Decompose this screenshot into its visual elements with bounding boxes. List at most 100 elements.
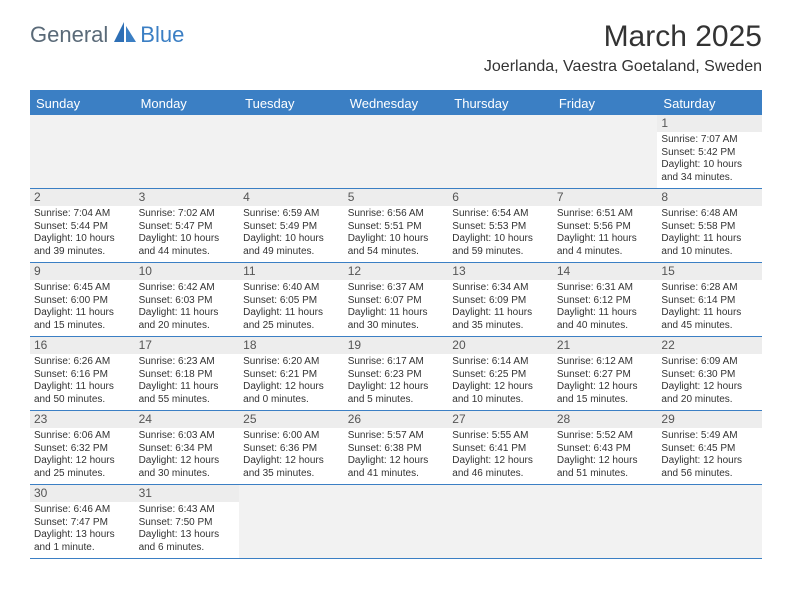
sunset-text: Sunset: 6:25 PM bbox=[452, 369, 549, 382]
calendar-cell: 15Sunrise: 6:28 AMSunset: 6:14 PMDayligh… bbox=[657, 263, 762, 336]
calendar-cell-blank bbox=[344, 485, 449, 558]
weekday-header: Saturday bbox=[657, 92, 762, 115]
day-number: 24 bbox=[135, 411, 240, 428]
calendar-cell: 19Sunrise: 6:17 AMSunset: 6:23 PMDayligh… bbox=[344, 337, 449, 410]
sunrise-text: Sunrise: 6:54 AM bbox=[452, 208, 549, 221]
daylight-text: Daylight: 12 hours and 20 minutes. bbox=[661, 381, 758, 406]
calendar-cell-blank bbox=[448, 485, 553, 558]
sunrise-text: Sunrise: 6:28 AM bbox=[661, 282, 758, 295]
sunrise-text: Sunrise: 6:59 AM bbox=[243, 208, 340, 221]
daylight-text: Daylight: 10 hours and 34 minutes. bbox=[661, 159, 758, 184]
weekday-header: Wednesday bbox=[344, 92, 449, 115]
sunset-text: Sunset: 6:14 PM bbox=[661, 295, 758, 308]
sunset-text: Sunset: 6:03 PM bbox=[139, 295, 236, 308]
calendar-cell-blank bbox=[448, 115, 553, 188]
daylight-text: Daylight: 11 hours and 30 minutes. bbox=[348, 307, 445, 332]
day-number: 16 bbox=[30, 337, 135, 354]
sunrise-text: Sunrise: 6:20 AM bbox=[243, 356, 340, 369]
calendar-week: 9Sunrise: 6:45 AMSunset: 6:00 PMDaylight… bbox=[30, 263, 762, 337]
daylight-text: Daylight: 11 hours and 55 minutes. bbox=[139, 381, 236, 406]
sunrise-text: Sunrise: 6:48 AM bbox=[661, 208, 758, 221]
calendar-cell-blank bbox=[553, 485, 658, 558]
sunset-text: Sunset: 6:18 PM bbox=[139, 369, 236, 382]
day-number: 20 bbox=[448, 337, 553, 354]
sunrise-text: Sunrise: 6:31 AM bbox=[557, 282, 654, 295]
sunrise-text: Sunrise: 6:03 AM bbox=[139, 430, 236, 443]
day-number: 18 bbox=[239, 337, 344, 354]
day-number: 12 bbox=[344, 263, 449, 280]
sunrise-text: Sunrise: 7:07 AM bbox=[661, 134, 758, 147]
day-number: 10 bbox=[135, 263, 240, 280]
day-number: 1 bbox=[657, 115, 762, 132]
daylight-text: Daylight: 12 hours and 5 minutes. bbox=[348, 381, 445, 406]
calendar-cell: 29Sunrise: 5:49 AMSunset: 6:45 PMDayligh… bbox=[657, 411, 762, 484]
calendar-cell: 17Sunrise: 6:23 AMSunset: 6:18 PMDayligh… bbox=[135, 337, 240, 410]
sunrise-text: Sunrise: 6:37 AM bbox=[348, 282, 445, 295]
daylight-text: Daylight: 11 hours and 4 minutes. bbox=[557, 233, 654, 258]
sunset-text: Sunset: 6:16 PM bbox=[34, 369, 131, 382]
calendar-cell-blank bbox=[30, 115, 135, 188]
sunrise-text: Sunrise: 6:14 AM bbox=[452, 356, 549, 369]
sunrise-text: Sunrise: 6:06 AM bbox=[34, 430, 131, 443]
day-number: 27 bbox=[448, 411, 553, 428]
day-number: 23 bbox=[30, 411, 135, 428]
calendar-cell: 27Sunrise: 5:55 AMSunset: 6:41 PMDayligh… bbox=[448, 411, 553, 484]
calendar-cell: 20Sunrise: 6:14 AMSunset: 6:25 PMDayligh… bbox=[448, 337, 553, 410]
daylight-text: Daylight: 11 hours and 15 minutes. bbox=[34, 307, 131, 332]
calendar-cell: 16Sunrise: 6:26 AMSunset: 6:16 PMDayligh… bbox=[30, 337, 135, 410]
daylight-text: Daylight: 12 hours and 41 minutes. bbox=[348, 455, 445, 480]
calendar-cell: 2Sunrise: 7:04 AMSunset: 5:44 PMDaylight… bbox=[30, 189, 135, 262]
logo-text-general: General bbox=[30, 22, 108, 48]
day-number: 25 bbox=[239, 411, 344, 428]
logo-sail-icon bbox=[112, 20, 138, 49]
sunrise-text: Sunrise: 6:46 AM bbox=[34, 504, 131, 517]
sunrise-text: Sunrise: 6:12 AM bbox=[557, 356, 654, 369]
calendar-cell: 3Sunrise: 7:02 AMSunset: 5:47 PMDaylight… bbox=[135, 189, 240, 262]
daylight-text: Daylight: 11 hours and 10 minutes. bbox=[661, 233, 758, 258]
daylight-text: Daylight: 12 hours and 15 minutes. bbox=[557, 381, 654, 406]
calendar-cell: 23Sunrise: 6:06 AMSunset: 6:32 PMDayligh… bbox=[30, 411, 135, 484]
daylight-text: Daylight: 10 hours and 39 minutes. bbox=[34, 233, 131, 258]
calendar-cell: 1Sunrise: 7:07 AMSunset: 5:42 PMDaylight… bbox=[657, 115, 762, 188]
calendar-cell: 12Sunrise: 6:37 AMSunset: 6:07 PMDayligh… bbox=[344, 263, 449, 336]
daylight-text: Daylight: 11 hours and 25 minutes. bbox=[243, 307, 340, 332]
day-number: 26 bbox=[344, 411, 449, 428]
day-number: 9 bbox=[30, 263, 135, 280]
calendar: SundayMondayTuesdayWednesdayThursdayFrid… bbox=[30, 90, 762, 559]
sunrise-text: Sunrise: 6:23 AM bbox=[139, 356, 236, 369]
sunrise-text: Sunrise: 5:55 AM bbox=[452, 430, 549, 443]
sunset-text: Sunset: 5:56 PM bbox=[557, 221, 654, 234]
calendar-cell: 8Sunrise: 6:48 AMSunset: 5:58 PMDaylight… bbox=[657, 189, 762, 262]
sunset-text: Sunset: 6:45 PM bbox=[661, 443, 758, 456]
calendar-cell: 10Sunrise: 6:42 AMSunset: 6:03 PMDayligh… bbox=[135, 263, 240, 336]
sunset-text: Sunset: 7:47 PM bbox=[34, 517, 131, 530]
calendar-cell: 25Sunrise: 6:00 AMSunset: 6:36 PMDayligh… bbox=[239, 411, 344, 484]
day-number: 3 bbox=[135, 189, 240, 206]
calendar-cell-blank bbox=[553, 115, 658, 188]
sunset-text: Sunset: 6:12 PM bbox=[557, 295, 654, 308]
sunset-text: Sunset: 6:30 PM bbox=[661, 369, 758, 382]
calendar-cell: 11Sunrise: 6:40 AMSunset: 6:05 PMDayligh… bbox=[239, 263, 344, 336]
calendar-cell-blank bbox=[135, 115, 240, 188]
daylight-text: Daylight: 10 hours and 59 minutes. bbox=[452, 233, 549, 258]
day-number: 14 bbox=[553, 263, 658, 280]
day-number: 28 bbox=[553, 411, 658, 428]
daylight-text: Daylight: 11 hours and 20 minutes. bbox=[139, 307, 236, 332]
daylight-text: Daylight: 13 hours and 1 minute. bbox=[34, 529, 131, 554]
daylight-text: Daylight: 11 hours and 35 minutes. bbox=[452, 307, 549, 332]
sunrise-text: Sunrise: 6:17 AM bbox=[348, 356, 445, 369]
sunset-text: Sunset: 6:00 PM bbox=[34, 295, 131, 308]
sunset-text: Sunset: 5:49 PM bbox=[243, 221, 340, 234]
sunrise-text: Sunrise: 6:40 AM bbox=[243, 282, 340, 295]
calendar-cell: 13Sunrise: 6:34 AMSunset: 6:09 PMDayligh… bbox=[448, 263, 553, 336]
month-title: March 2025 bbox=[484, 20, 762, 54]
weekday-header: Friday bbox=[553, 92, 658, 115]
calendar-week: 23 Sunrise: 6:06 AMSunset: 6:32 PM Dayligh… bbox=[30, 411, 762, 485]
daylight-text: Daylight: 10 hours and 49 minutes. bbox=[243, 233, 340, 258]
day-number: 2 bbox=[30, 189, 135, 206]
weekday-header: Monday bbox=[135, 92, 240, 115]
daylight-text: Daylight: 11 hours and 40 minutes. bbox=[557, 307, 654, 332]
sunset-text: Sunset: 6:23 PM bbox=[348, 369, 445, 382]
sunset-text: Sunset: 6:32 PM bbox=[34, 443, 131, 456]
sunrise-text: Sunrise: 6:26 AM bbox=[34, 356, 131, 369]
